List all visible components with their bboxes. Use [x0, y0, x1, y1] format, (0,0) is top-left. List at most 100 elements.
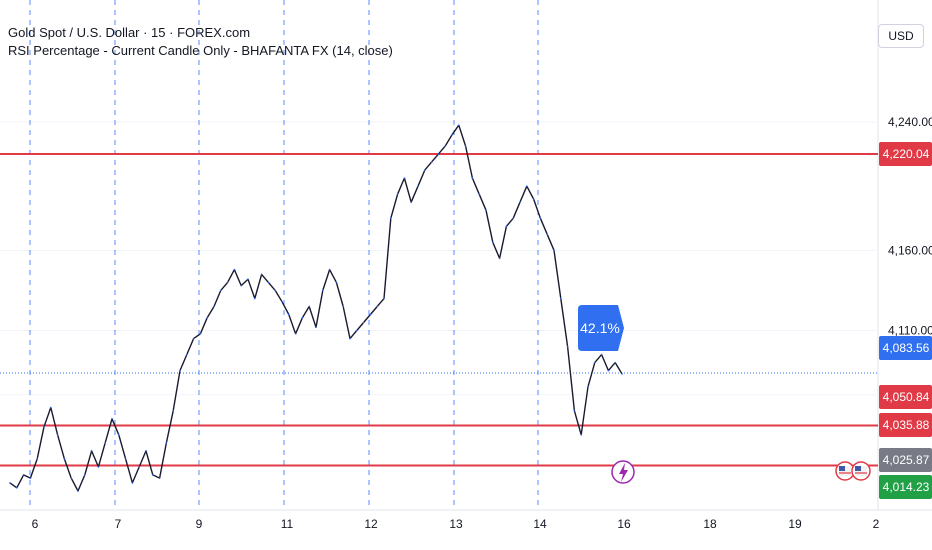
flag-canton [855, 466, 861, 471]
price-point [254, 297, 256, 300]
price-point [566, 345, 569, 348]
price-point [430, 161, 433, 163]
price-point [29, 477, 32, 479]
price-point [294, 332, 297, 335]
price-point [417, 185, 419, 187]
y-tick-label: 4,160.00 [888, 243, 932, 257]
price-point [138, 466, 140, 468]
price-point [356, 329, 358, 332]
price-point [145, 450, 147, 452]
price-point [526, 185, 528, 187]
price-point [607, 369, 610, 372]
price-badge-label: 4,014.23 [883, 480, 930, 494]
price-point [9, 482, 11, 484]
x-tick-label: 16 [617, 517, 631, 531]
price-point [362, 321, 365, 324]
price-point [437, 153, 440, 155]
price-badge-current[interactable] [879, 336, 932, 360]
price-point [56, 434, 59, 436]
price-point [186, 353, 188, 356]
price-point [505, 225, 508, 228]
price-point [539, 217, 542, 220]
price-point [594, 361, 596, 364]
price-point [118, 434, 120, 436]
price-point [308, 305, 311, 308]
x-tick-label: 9 [196, 517, 203, 531]
price-point [267, 281, 270, 284]
price-point [63, 458, 66, 460]
price-point [328, 268, 331, 271]
price-point [485, 209, 487, 212]
price-point [383, 297, 385, 300]
x-tick-label: 14 [533, 517, 547, 531]
price-point [220, 289, 222, 292]
price-point [84, 474, 86, 476]
price-point [36, 458, 38, 460]
price-point [410, 201, 413, 204]
price-point [90, 450, 93, 452]
price-point [587, 385, 589, 388]
price-point [553, 249, 555, 252]
price-series-line [9, 124, 623, 492]
price-badge-label: 4,050.84 [883, 390, 930, 404]
price-point [369, 313, 372, 316]
price-badge-green[interactable] [879, 475, 932, 499]
price-point [206, 316, 208, 319]
price-point [15, 486, 18, 489]
price-point [464, 145, 467, 147]
indicator-title[interactable]: RSI Percentage - Current Candle Only - B… [8, 43, 393, 58]
price-point [281, 300, 283, 303]
x-tick-label: 2 [873, 517, 880, 531]
price-point [233, 268, 236, 271]
price-badge-gray[interactable] [879, 448, 932, 472]
price-badge-label: 4,025.87 [883, 453, 930, 467]
price-point [560, 297, 562, 300]
currency-selector[interactable]: USD [878, 24, 924, 48]
price-point [50, 406, 52, 409]
x-tick-label: 11 [281, 517, 294, 531]
price-point [247, 278, 249, 281]
rsi-percentage-badge[interactable] [578, 305, 624, 351]
symbol-title[interactable]: Gold Spot / U.S. Dollar · 15 · FOREX.com [8, 25, 251, 40]
price-point [471, 177, 474, 179]
price-point [124, 458, 127, 460]
price-point [532, 198, 535, 200]
price-point [165, 442, 168, 444]
chart-header: Gold Spot / U.S. Dollar · 15 · FOREX.com… [8, 0, 393, 60]
price-point [335, 281, 338, 284]
price-point [152, 474, 154, 476]
price-point [192, 337, 195, 340]
price-point [580, 434, 582, 436]
price-point [519, 201, 521, 204]
price-point [43, 425, 45, 428]
price-point [240, 284, 242, 287]
price-point [342, 305, 345, 308]
price-badge-label: 4,220.04 [883, 147, 930, 161]
price-point [97, 466, 100, 468]
y-tick-label: 4,110.00 [888, 324, 932, 338]
price-point [226, 281, 229, 284]
price-point [315, 326, 317, 329]
x-tick-label: 13 [449, 517, 463, 531]
price-badge-level[interactable] [879, 142, 932, 167]
price-point [444, 145, 447, 147]
price-badge-level[interactable] [879, 413, 932, 437]
price-point [104, 442, 106, 444]
price-point [213, 305, 215, 308]
price-badge-level[interactable] [879, 385, 932, 409]
price-point [614, 361, 616, 364]
price-point [301, 316, 304, 319]
y-tick-label: 4,240.00 [888, 115, 932, 129]
price-point [77, 490, 79, 492]
flag-canton [839, 466, 845, 471]
price-point [349, 337, 351, 340]
price-point [274, 289, 277, 292]
price-point [546, 233, 548, 236]
lightning-bolt-icon [619, 463, 628, 482]
price-point [179, 369, 181, 372]
price-point [424, 169, 426, 171]
price-point [322, 289, 324, 292]
price-point [158, 477, 161, 479]
price-point [199, 332, 202, 335]
